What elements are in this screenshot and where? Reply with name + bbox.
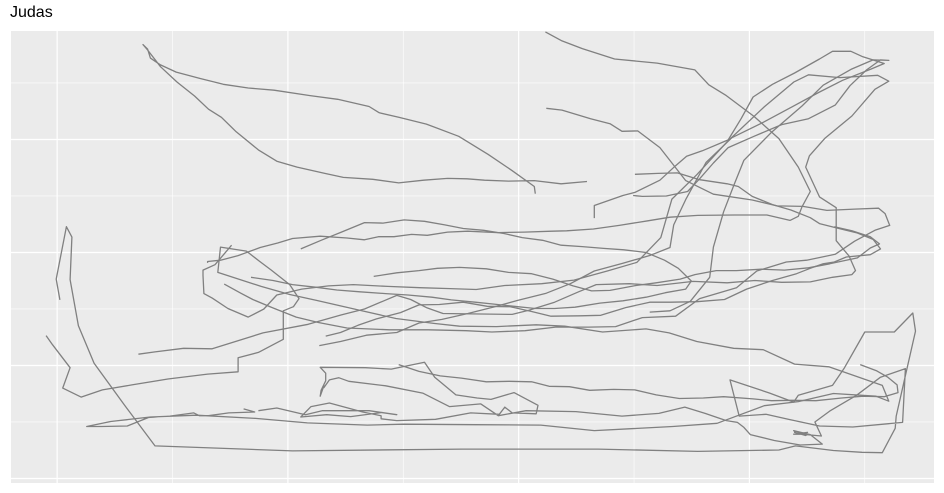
series-line-7 xyxy=(633,59,890,313)
plot-panel xyxy=(11,31,934,483)
series-line-4 xyxy=(206,31,811,263)
series-line-11 xyxy=(250,219,692,310)
series-line-2 xyxy=(45,246,890,432)
minor-gridlines xyxy=(11,31,934,483)
series-line-8 xyxy=(319,50,885,347)
series-line-3 xyxy=(138,74,890,355)
series-layer xyxy=(45,31,917,454)
chart-title: Judas xyxy=(10,4,53,21)
series-line-10 xyxy=(373,226,881,292)
series-line-1 xyxy=(55,226,917,454)
series-line-12 xyxy=(398,363,899,402)
series-line-6 xyxy=(142,43,588,194)
series-line-9 xyxy=(325,172,882,337)
series-line-5 xyxy=(223,107,891,333)
